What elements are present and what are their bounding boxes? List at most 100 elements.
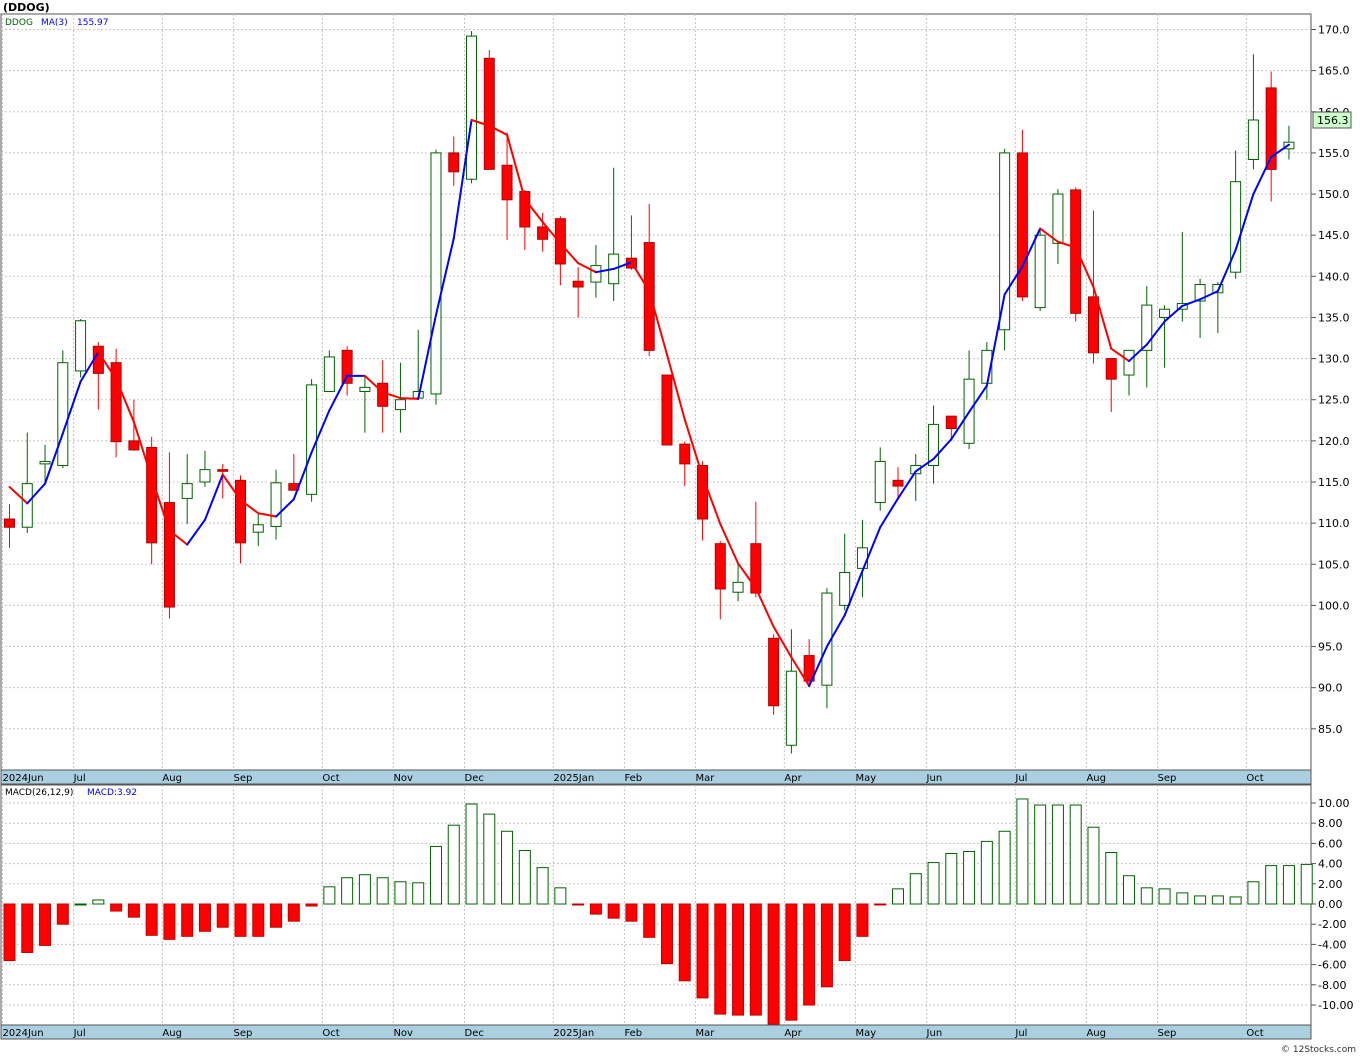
candle-body — [57, 362, 69, 467]
ma-segment — [310, 409, 331, 454]
candle-body — [768, 637, 780, 707]
legend-ma-value: 155.97 — [77, 18, 109, 28]
macd-time-label: Jul — [73, 1028, 86, 1039]
ma-segment — [630, 261, 651, 293]
candle-body — [856, 547, 868, 569]
ma-segment — [665, 353, 686, 421]
ma-segment — [150, 476, 171, 532]
macd-bar — [749, 903, 762, 1016]
ma-segment — [506, 133, 526, 200]
ma-segment — [719, 522, 740, 565]
ma-segment — [132, 420, 153, 479]
macd-y-tick-label: 6.00 — [1318, 837, 1343, 850]
price-time-label: Aug — [162, 773, 182, 784]
macd-bar — [963, 850, 976, 905]
candle-body — [928, 423, 940, 467]
ma-segment — [399, 397, 420, 400]
candle-body — [1141, 304, 1153, 351]
candle-body — [501, 164, 513, 201]
macd-bar — [1194, 895, 1207, 905]
macd-legend-label: MACD(26,12,9) — [5, 788, 73, 798]
candle-body — [750, 543, 762, 594]
macd-bar — [909, 873, 922, 905]
legend-symbol: DDOG — [5, 18, 33, 28]
ma-segment — [97, 351, 118, 381]
ma-segment — [186, 518, 206, 546]
ma-segment — [897, 470, 917, 500]
macd-bar — [21, 903, 34, 953]
macd-bar — [874, 903, 887, 906]
ma-segment — [1163, 304, 1184, 323]
candle-body — [839, 571, 851, 606]
macd-bar — [1123, 875, 1136, 905]
candle-body — [341, 349, 353, 384]
candle-body — [554, 218, 566, 265]
price-y-tick-label: 130.0 — [1318, 353, 1350, 366]
macd-y-tick-label: -10.00 — [1318, 999, 1353, 1012]
macd-y-tick-label: 2.00 — [1318, 878, 1343, 891]
ma-segment — [257, 512, 278, 518]
ma-segment — [612, 261, 633, 270]
ma-segment — [168, 529, 189, 546]
price-time-label: Oct — [322, 773, 339, 784]
ma-segment — [683, 418, 704, 478]
macd-panel: 10.00 8.00 6.00 4.00 2.00 0.00 -2.00 -4.00 -6.00… — [0, 784, 1353, 1026]
price-gridlines — [1, 14, 1311, 770]
ma-segment — [737, 562, 757, 590]
macd-bar — [323, 886, 336, 905]
ma-segment — [1216, 248, 1237, 293]
price-y-tick-label: 110.0 — [1318, 517, 1350, 530]
ma-segment — [1128, 343, 1148, 363]
ma-segment — [1110, 347, 1131, 363]
macd-y-tick-label: 8.00 — [1318, 817, 1343, 830]
candle-body — [785, 670, 797, 746]
macd-plot-frame — [0, 784, 1312, 1026]
price-time-label: Jul — [73, 773, 86, 784]
macd-y-tick-label: -6.00 — [1318, 959, 1346, 972]
macd-bar — [856, 903, 869, 937]
macd-bar — [145, 903, 158, 936]
macd-bar — [358, 874, 371, 905]
candle-body — [1123, 349, 1135, 376]
candle-body — [537, 226, 549, 240]
price-y-tick-label: 170.0 — [1318, 24, 1350, 37]
ma-segment — [1003, 265, 1024, 296]
macd-y-tick-label: -2.00 — [1318, 918, 1346, 931]
ma-segment — [328, 374, 349, 412]
candle-body — [217, 469, 229, 472]
ma-segment — [772, 625, 793, 659]
macd-legend-value: MACD:3.92 — [87, 788, 137, 798]
macd-y-tick-label: -4.00 — [1318, 938, 1346, 951]
ma-segment — [434, 237, 455, 316]
ma-segment — [577, 262, 597, 274]
price-y-tick-label: 100.0 — [1318, 599, 1350, 612]
macd-bar — [181, 903, 194, 937]
macd-bar — [92, 899, 105, 905]
macd-time-axis-band — [0, 1024, 1312, 1040]
candle-body — [235, 479, 247, 544]
macd-bar — [1016, 798, 1029, 905]
candle-body — [1247, 119, 1259, 160]
candle-body — [643, 242, 655, 351]
macd-bar — [394, 881, 407, 905]
candle-body — [714, 543, 726, 590]
price-time-label: Aug — [1086, 773, 1106, 784]
ma-segment — [754, 587, 775, 628]
candle-body — [679, 443, 691, 465]
candle-body — [430, 152, 442, 395]
candle-body — [1105, 358, 1117, 380]
price-time-label: Jun — [926, 773, 943, 784]
macd-time-label: Apr — [784, 1028, 802, 1039]
candle-body — [270, 482, 282, 527]
macd-bar — [572, 903, 585, 906]
candle-body — [306, 384, 318, 495]
macd-bar — [1282, 865, 1295, 905]
macd-bar — [429, 845, 442, 905]
macd-histogram — [3, 798, 1313, 1025]
macd-bar — [483, 813, 496, 905]
candle-body — [1194, 284, 1206, 302]
price-y-tick-label: 90.0 — [1318, 682, 1343, 695]
macd-bar — [607, 903, 620, 919]
ma-segment — [1181, 298, 1202, 307]
